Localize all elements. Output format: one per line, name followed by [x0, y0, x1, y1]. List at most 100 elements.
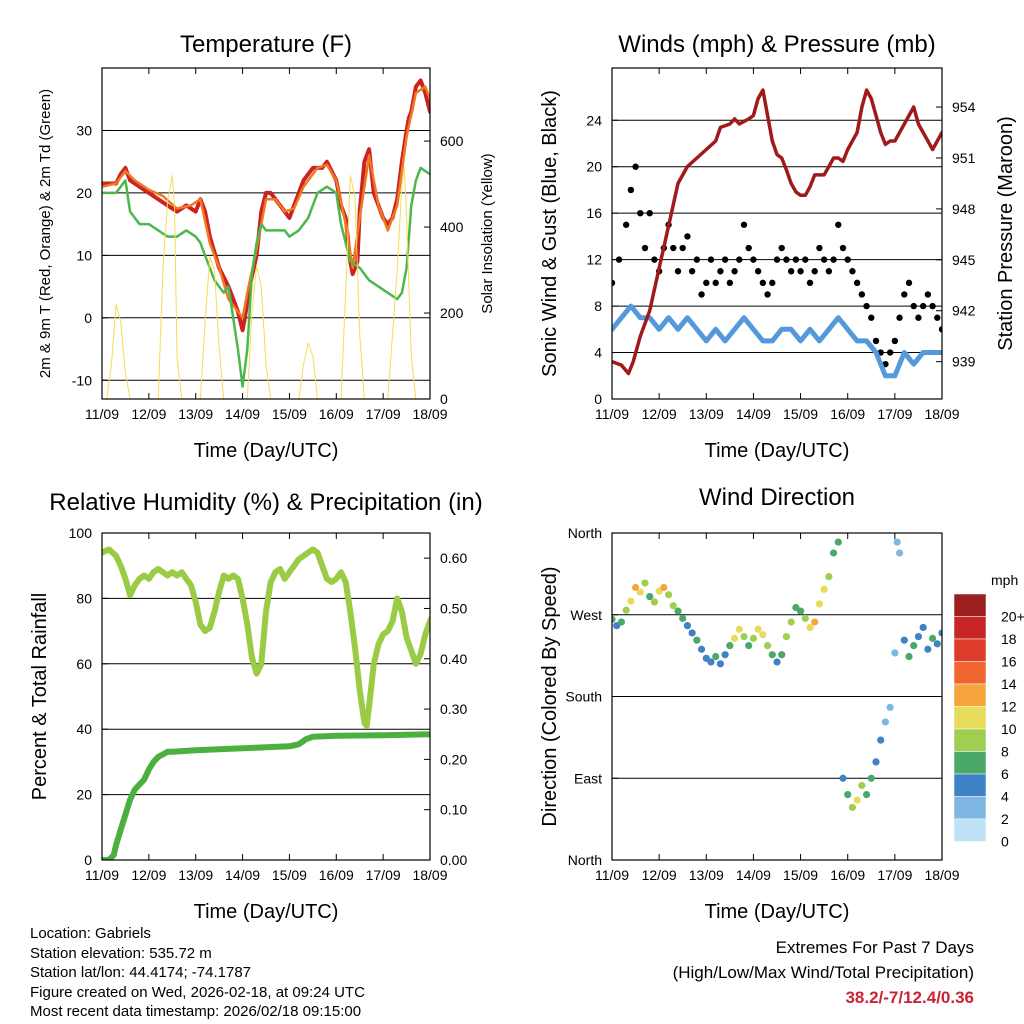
x-tick-label: 12/09: [642, 406, 677, 422]
gust-point: [816, 244, 823, 252]
y-tick-label: North: [568, 525, 602, 541]
gust-point: [858, 291, 866, 298]
gust-point: [886, 349, 894, 356]
gust-point: [891, 337, 899, 345]
station-latlon: Station lat/lon: 44.4174; -74.1787: [30, 964, 252, 981]
colorbar-label: 0: [1001, 833, 1009, 849]
direction-point: [834, 538, 842, 546]
y-right-tick-label: 0: [440, 391, 448, 407]
figure-canvas: Temperature (F)-100102030020040060011/09…: [29, 31, 1024, 923]
gust-point: [637, 209, 644, 217]
direction-point: [853, 796, 861, 804]
extremes-box: Extremes For Past 7 Days (High/Low/Max W…: [673, 935, 974, 1010]
direction-point: [895, 549, 904, 557]
direction-point: [910, 642, 918, 650]
direction-point: [740, 632, 748, 641]
direction-point: [943, 635, 950, 642]
y-tick-label: 0: [84, 852, 92, 868]
gust-point: [853, 279, 861, 287]
gust-point: [919, 302, 927, 310]
gust-point: [670, 244, 677, 252]
plot-area: [612, 538, 1007, 811]
gust-point: [632, 163, 639, 170]
y-axis-label: Percent & Total Rainfall: [29, 593, 51, 801]
gust-point: [778, 244, 785, 252]
chart-title: Winds (mph) & Pressure (mb): [618, 31, 935, 58]
x-tick-label: 13/09: [689, 406, 724, 422]
x-tick-label: 15/09: [272, 406, 307, 422]
gust-point: [783, 256, 790, 263]
extremes-value: 38.2/-7/12.4/0.36: [845, 988, 974, 1007]
colorbar-label: 2: [1001, 811, 1009, 827]
x-tick-label: 15/09: [783, 406, 818, 422]
x-tick-label: 18/09: [412, 406, 447, 422]
direction-point: [839, 774, 847, 782]
gust-point: [825, 268, 833, 275]
x-tick-label: 17/09: [366, 867, 401, 883]
y-tick-label: 20: [76, 787, 92, 803]
direction-point: [763, 642, 772, 650]
y-tick-label: 24: [586, 112, 602, 128]
x-tick-label: 14/09: [736, 867, 771, 883]
direction-point: [712, 652, 720, 661]
x-tick-label: 11/09: [85, 867, 119, 883]
direction-point: [688, 629, 696, 637]
chart-title: Relative Humidity (%) & Precipitation (i…: [49, 489, 482, 516]
direction-point: [914, 632, 923, 641]
gust-point: [769, 279, 776, 287]
y-axis-label: Sonic Wind & Gust (Blue, Black): [539, 90, 561, 377]
x-tick-label: 11/09: [595, 406, 629, 422]
colorbar-swatch: [953, 683, 987, 707]
plot-frame: [101, 67, 431, 400]
x-tick-label: 18/09: [412, 867, 447, 883]
y-tick-label: East: [574, 770, 602, 786]
direction-point: [617, 618, 626, 626]
gust-point: [721, 256, 729, 263]
gust-point: [830, 256, 837, 263]
y-tick-label: 80: [76, 590, 92, 606]
y-tick-label: 12: [586, 252, 602, 268]
direction-point: [697, 645, 706, 653]
gust-point: [901, 291, 908, 298]
direction-point: [801, 614, 809, 622]
gust-point: [622, 221, 630, 228]
gust-point: [797, 268, 804, 275]
y-tick-label: 20: [76, 185, 92, 201]
gust-point: [986, 280, 992, 286]
y-tick-label: 16: [586, 205, 602, 221]
gust-point: [688, 268, 696, 275]
gust-point: [872, 337, 880, 345]
gust-point: [915, 314, 922, 321]
station-info: Location: Gabriels Station elevation: 53…: [30, 924, 365, 1022]
gust-point: [773, 256, 781, 263]
direction-point: [867, 774, 875, 782]
direction-point: [754, 625, 762, 633]
gust-point: [754, 268, 762, 275]
x-tick-label: 18/09: [924, 867, 959, 883]
x-tick-label: 17/09: [877, 867, 912, 883]
direction-point: [825, 573, 833, 581]
gust-point: [679, 244, 686, 252]
figure-created: Figure created on Wed, 2026-02-18, at 09…: [30, 983, 365, 1001]
direction-point: [829, 549, 838, 557]
colorbar-label: 18: [1001, 631, 1017, 647]
y-right-tick-label: 200: [440, 305, 464, 321]
direction-point: [660, 583, 668, 592]
direction-point: [693, 636, 701, 644]
gust-point: [615, 256, 623, 263]
direction-point: [848, 803, 857, 811]
gust-point: [910, 302, 917, 310]
direction-point: [900, 636, 908, 644]
gust-point: [849, 268, 856, 275]
y-tick-label: 60: [76, 656, 92, 672]
direction-point: [721, 651, 729, 659]
gust-point: [693, 256, 701, 263]
gust-point: [787, 268, 795, 275]
x-axis-label: Time (Day/UTC): [194, 440, 339, 462]
y-right-axis-label: Station Pressure (Maroon): [995, 116, 1017, 351]
direction-point: [1000, 595, 1007, 602]
gust-point: [806, 279, 814, 287]
direction-point: [636, 588, 644, 596]
direction-point: [735, 625, 743, 633]
direction-point: [787, 618, 795, 626]
